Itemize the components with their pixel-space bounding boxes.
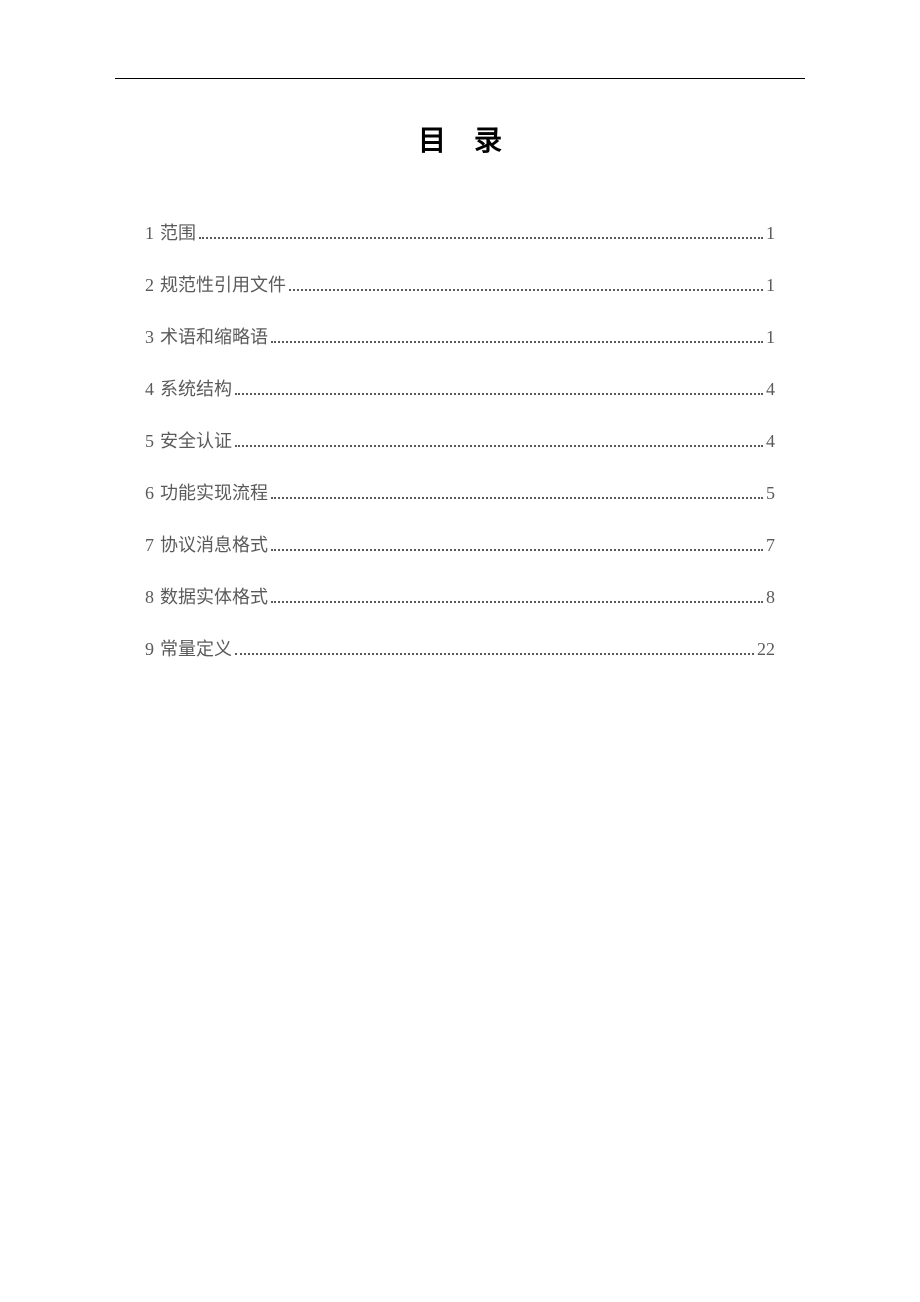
toc-entry-label: 术语和缩略语 bbox=[160, 323, 268, 349]
toc-entry-label: 功能实现流程 bbox=[160, 479, 268, 505]
toc-entry-number: 1 bbox=[145, 223, 154, 244]
toc-entry-number: 8 bbox=[145, 587, 154, 608]
toc-leader-dots bbox=[235, 393, 763, 395]
toc-entry-page: 4 bbox=[766, 379, 775, 400]
toc-entry: 9 常量定义 22 bbox=[145, 635, 775, 661]
toc-entry-label: 安全认证 bbox=[160, 427, 232, 453]
toc-entry-number: 3 bbox=[145, 327, 154, 348]
toc-entry-number: 2 bbox=[145, 275, 154, 296]
toc-leader-dots bbox=[271, 601, 763, 603]
toc-leader-dots bbox=[289, 289, 763, 291]
toc-entry-number: 9 bbox=[145, 639, 154, 660]
toc-entry-number: 6 bbox=[145, 483, 154, 504]
toc-leader-dots bbox=[271, 497, 763, 499]
toc-entry-page: 1 bbox=[766, 223, 775, 244]
toc-entry-page: 22 bbox=[757, 639, 775, 660]
page-container: 目录 1 范围 1 2 规范性引用文件 1 3 术语和缩略语 1 4 系统结构 … bbox=[0, 0, 920, 661]
toc-entry: 7 协议消息格式 7 bbox=[145, 531, 775, 557]
toc-entry-page: 7 bbox=[766, 535, 775, 556]
toc-entry-number: 5 bbox=[145, 431, 154, 452]
toc-entry-page: 5 bbox=[766, 483, 775, 504]
toc-entry: 4 系统结构 4 bbox=[145, 375, 775, 401]
toc-leader-dots bbox=[235, 445, 763, 447]
toc-leader-dots bbox=[199, 237, 763, 239]
toc-entry-page: 8 bbox=[766, 587, 775, 608]
toc-entry-label: 规范性引用文件 bbox=[160, 271, 286, 297]
toc-entry-label: 协议消息格式 bbox=[160, 531, 268, 557]
toc-entry: 3 术语和缩略语 1 bbox=[145, 323, 775, 349]
toc-leader-dots bbox=[271, 341, 763, 343]
toc-entry-label: 范围 bbox=[160, 219, 196, 245]
toc-entry-page: 1 bbox=[766, 327, 775, 348]
toc-entry: 6 功能实现流程 5 bbox=[145, 479, 775, 505]
header-rule bbox=[115, 78, 805, 79]
toc-entry-number: 7 bbox=[145, 535, 154, 556]
toc-leader-dots bbox=[271, 549, 763, 551]
toc-entry-label: 系统结构 bbox=[160, 375, 232, 401]
page-title: 目录 bbox=[115, 119, 805, 159]
toc-entry-page: 4 bbox=[766, 431, 775, 452]
toc-entry: 1 范围 1 bbox=[145, 219, 775, 245]
table-of-contents: 1 范围 1 2 规范性引用文件 1 3 术语和缩略语 1 4 系统结构 4 5… bbox=[115, 219, 805, 661]
toc-entry: 8 数据实体格式 8 bbox=[145, 583, 775, 609]
toc-leader-dots bbox=[235, 653, 754, 655]
toc-entry-number: 4 bbox=[145, 379, 154, 400]
toc-entry-label: 常量定义 bbox=[160, 635, 232, 661]
toc-entry-page: 1 bbox=[766, 275, 775, 296]
toc-entry: 5 安全认证 4 bbox=[145, 427, 775, 453]
toc-entry: 2 规范性引用文件 1 bbox=[145, 271, 775, 297]
toc-entry-label: 数据实体格式 bbox=[160, 583, 268, 609]
